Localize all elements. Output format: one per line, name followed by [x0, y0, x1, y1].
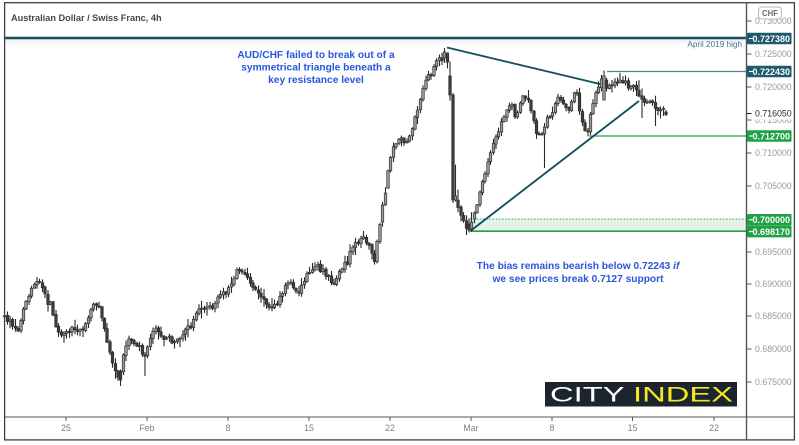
- svg-text:0.716050: 0.716050: [755, 109, 792, 119]
- svg-text:AUD/CHF failed to break out of: AUD/CHF failed to break out of a: [237, 50, 395, 61]
- svg-text:we see prices break 0.7127 sup: we see prices break 0.7127 support: [491, 274, 664, 285]
- svg-text:0.727380: 0.727380: [752, 34, 790, 44]
- svg-text:0.730000: 0.730000: [755, 16, 792, 26]
- svg-text:25: 25: [61, 423, 71, 433]
- svg-text:15: 15: [304, 423, 314, 433]
- svg-text:Mar: Mar: [463, 423, 478, 433]
- svg-text:8: 8: [550, 423, 555, 433]
- svg-text:symmetrical triangle beneath a: symmetrical triangle beneath a: [241, 63, 391, 74]
- svg-text:Feb: Feb: [139, 423, 154, 433]
- svg-text:Australian Dollar / Swiss Fran: Australian Dollar / Swiss Franc, 4h: [11, 13, 162, 23]
- svg-text:CITY INDEX: CITY INDEX: [550, 384, 733, 407]
- svg-text:0.695000: 0.695000: [755, 247, 792, 257]
- svg-text:0.715000: 0.715000: [755, 115, 792, 125]
- svg-text:0.685000: 0.685000: [755, 311, 792, 321]
- svg-text:April 2019 high: April 2019 high: [687, 40, 742, 49]
- svg-text:The bias remains bearish below: The bias remains bearish below 0.72243 i…: [477, 261, 681, 272]
- svg-text:0.705000: 0.705000: [755, 181, 792, 191]
- svg-text:22: 22: [709, 423, 719, 433]
- svg-text:0.680000: 0.680000: [755, 344, 792, 354]
- svg-text:15: 15: [628, 423, 638, 433]
- svg-text:0.698170: 0.698170: [752, 227, 790, 237]
- svg-text:0.722430: 0.722430: [752, 67, 790, 77]
- svg-text:CHF: CHF: [762, 9, 778, 18]
- svg-text:0.720000: 0.720000: [755, 82, 792, 92]
- svg-text:8: 8: [226, 423, 231, 433]
- svg-text:0.710000: 0.710000: [755, 148, 792, 158]
- svg-text:0.690000: 0.690000: [755, 279, 792, 289]
- svg-text:0.712700: 0.712700: [752, 131, 790, 141]
- svg-text:0.675000: 0.675000: [755, 377, 792, 387]
- svg-text:22: 22: [385, 423, 395, 433]
- svg-text:0.725000: 0.725000: [755, 49, 792, 59]
- svg-text:key resistance level: key resistance level: [268, 75, 364, 86]
- svg-text:0.700000: 0.700000: [752, 215, 790, 225]
